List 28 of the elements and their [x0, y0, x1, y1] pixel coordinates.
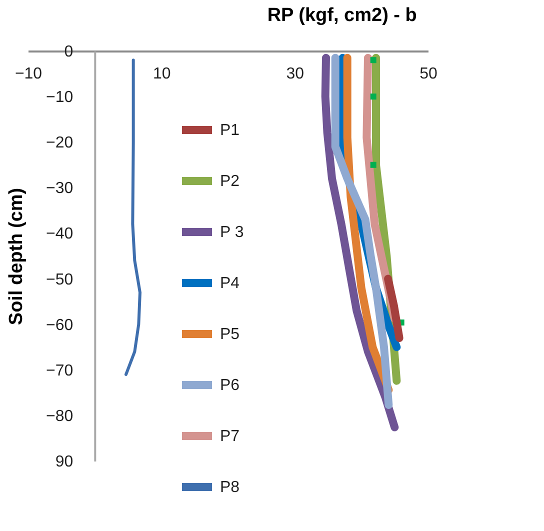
y-tick-label: 0 [64, 44, 74, 60]
chart-title: RP (kgf, cm2) - b [267, 5, 417, 26]
y-tick-label: −30 [46, 180, 74, 198]
y-tick-label: −60 [46, 316, 74, 334]
y-axis-title: Soil depth (cm) [6, 188, 28, 326]
x-tick-label: 30 [286, 66, 304, 82]
point [370, 57, 376, 64]
y-tick-label: −10 [46, 89, 74, 106]
legend-label: P4 [220, 275, 240, 292]
y-tick-label: 90 [55, 454, 74, 470]
legend-label: P8 [220, 479, 240, 496]
line-series [124, 58, 142, 376]
legend-label: P5 [220, 326, 240, 343]
legend-label: P1 [220, 122, 240, 139]
y-tick-label: −50 [46, 271, 74, 288]
y-tick-label: −70 [46, 362, 74, 380]
y-tick-label: −80 [46, 408, 74, 425]
point [370, 162, 376, 168]
y-tick-label: −20 [46, 134, 74, 152]
legend-label: P2 [220, 173, 240, 190]
legend-label: P 3 [220, 224, 244, 241]
legend-label: P7 [220, 428, 240, 445]
legend-label: P6 [220, 377, 240, 394]
x-tick-label: 10 [152, 66, 171, 82]
point [370, 94, 376, 100]
y-tick-label: −40 [46, 226, 74, 243]
x-tick-label: −10 [14, 66, 42, 82]
x-tick-label: 50 [420, 66, 438, 82]
